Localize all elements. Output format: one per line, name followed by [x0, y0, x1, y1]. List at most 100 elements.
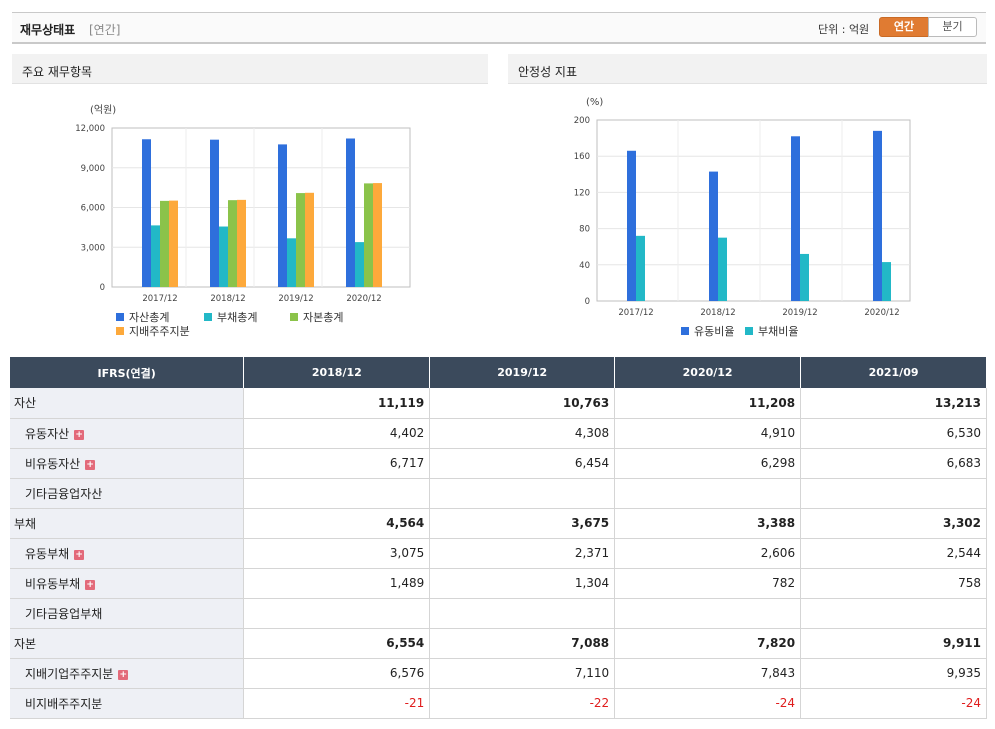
- panel-title-stability: 안정성 지표: [508, 54, 987, 84]
- charts-area: 12,000 9,000 6,000 3,000 0 (억원) 2017/12 2018/12…: [75, 97, 911, 338]
- row-label-text: 유동자산: [25, 426, 70, 441]
- table-cell: 2,606: [614, 538, 802, 569]
- row-label-text: 유동부채: [25, 546, 70, 561]
- table-cell: [429, 478, 616, 509]
- table-cell: [429, 598, 616, 629]
- bar-유동비율-2017/12: [627, 150, 636, 301]
- row-label: 자산: [10, 388, 245, 419]
- table-cell: 3,675: [429, 508, 616, 539]
- bar-자산총계-2018/12: [210, 139, 219, 287]
- table-cell: 6,530: [800, 418, 987, 449]
- table-cell: 4,910: [614, 418, 802, 449]
- table-row: 자산 11,119 10,763 11,208 13,213: [10, 388, 987, 419]
- table-header-period: 2020/12: [614, 357, 802, 388]
- table-row: 비유동부채 +1,489 1,304 782 758: [10, 568, 987, 599]
- y-tick-label: 3,000: [81, 243, 105, 253]
- bar-지배주주지분-2019/12: [305, 192, 314, 287]
- legend-label: 자본총계: [303, 311, 343, 324]
- table-cell: 3,388: [614, 508, 802, 539]
- bar-부채비율-2020/12: [882, 262, 891, 301]
- expand-plus-icon[interactable]: +: [74, 549, 85, 560]
- plot-frame: [596, 119, 911, 302]
- table-cell: 782: [614, 568, 802, 599]
- table-cell: 6,554: [243, 628, 431, 659]
- table-cell: -22: [429, 688, 616, 719]
- row-label: 비지배주주지분: [10, 688, 245, 719]
- table-row: 자본 6,554 7,088 7,820 9,911: [10, 628, 987, 659]
- table-cell: 2,371: [429, 538, 616, 569]
- row-label: 기타금융업부채: [10, 598, 245, 629]
- y-axis-label: (%): [586, 97, 603, 108]
- row-label: 자본: [10, 628, 245, 659]
- y-tick-label: 6,000: [81, 204, 105, 214]
- tab-quarterly[interactable]: 분기: [928, 17, 977, 37]
- table-cell: [800, 598, 987, 629]
- table-cell: 6,454: [429, 448, 616, 479]
- bar-자산총계-2020/12: [346, 138, 355, 287]
- expand-plus-icon[interactable]: +: [74, 429, 85, 440]
- panel-title-major-items: 주요 재무항목: [12, 54, 488, 84]
- bar-유동비율-2019/12: [791, 136, 800, 301]
- row-label-text: 지배기업주주지분: [25, 666, 114, 681]
- table-cell: [243, 478, 431, 509]
- table-cell: 4,564: [243, 508, 431, 539]
- legend-label: 부채총계: [217, 311, 257, 324]
- table-cell: [243, 598, 431, 629]
- row-label-text: 기타금융업부채: [25, 606, 103, 621]
- expand-plus-icon[interactable]: +: [118, 669, 129, 680]
- bar-지배주주지분-2017/12: [169, 200, 178, 287]
- bar-자산총계-2019/12: [278, 144, 287, 287]
- table-cell: 2,544: [800, 538, 987, 569]
- row-label-text: 자본: [14, 636, 37, 651]
- expand-plus-icon[interactable]: +: [85, 579, 96, 590]
- row-label[interactable]: 지배기업주주지분 +: [10, 658, 245, 689]
- tab-annual[interactable]: 연간: [879, 17, 929, 37]
- table-row: 유동자산 +4,402 4,308 4,910 6,530: [10, 418, 987, 449]
- table-header-period: 2019/12: [429, 357, 616, 388]
- bar-부채총계-2019/12: [287, 238, 296, 287]
- table-row: 비지배주주지분 -21 -22 -24 -24: [10, 688, 987, 719]
- y-tick-label: 40: [579, 261, 590, 271]
- row-label-text: 기타금융업자산: [25, 486, 103, 501]
- y-tick-label: 200: [574, 116, 590, 126]
- x-tick-label: 2018/12: [210, 294, 245, 304]
- table-cell: 10,763: [429, 388, 616, 419]
- table-row: 기타금융업부채: [10, 598, 987, 629]
- bar-지배주주지분-2020/12: [373, 183, 382, 287]
- y-tick-label: 0: [100, 283, 105, 293]
- legend-label: 부채비율: [758, 325, 798, 338]
- legend-swatch: [290, 313, 298, 321]
- table-cell: 6,717: [243, 448, 431, 479]
- table-header-standard: IFRS(연결): [10, 357, 245, 388]
- table-cell: 4,402: [243, 418, 431, 449]
- unit-label: 단위 : 억원: [818, 23, 870, 36]
- table-row: 부채 4,564 3,675 3,388 3,302: [10, 508, 987, 539]
- row-label[interactable]: 비유동부채 +: [10, 568, 245, 599]
- x-tick-label: 2019/12: [278, 294, 313, 304]
- table-cell: 6,298: [614, 448, 802, 479]
- row-label[interactable]: 유동부채 +: [10, 538, 245, 569]
- bar-부채비율-2019/12: [800, 253, 809, 301]
- table-row: 기타금융업자산: [10, 478, 987, 509]
- y-tick-label: 0: [585, 297, 590, 307]
- row-label[interactable]: 유동자산 +: [10, 418, 245, 449]
- x-tick-label: 2020/12: [346, 294, 381, 304]
- row-label[interactable]: 비유동자산 +: [10, 448, 245, 479]
- table-cell: [614, 598, 802, 629]
- y-axis-label: (억원): [90, 104, 116, 116]
- section-header: 재무상태표 [연간] 단위 : 억원 연간 분기: [12, 12, 986, 44]
- bar-유동비율-2018/12: [709, 171, 718, 301]
- table-cell: 9,911: [800, 628, 987, 659]
- row-label: 기타금융업자산: [10, 478, 245, 509]
- bar-유동비율-2020/12: [873, 130, 882, 301]
- table-cell: 13,213: [800, 388, 987, 419]
- bar-자본총계-2018/12: [228, 200, 237, 287]
- table-cell: 7,820: [614, 628, 802, 659]
- expand-plus-icon[interactable]: +: [85, 459, 96, 470]
- legend-label: 자산총계: [129, 311, 169, 324]
- table-cell: 7,088: [429, 628, 616, 659]
- bar-자본총계-2020/12: [364, 183, 373, 287]
- table-row: 지배기업주주지분 +6,576 7,110 7,843 9,935: [10, 658, 987, 689]
- bar-지배주주지분-2018/12: [237, 199, 246, 287]
- bar-부채총계-2017/12: [151, 225, 160, 287]
